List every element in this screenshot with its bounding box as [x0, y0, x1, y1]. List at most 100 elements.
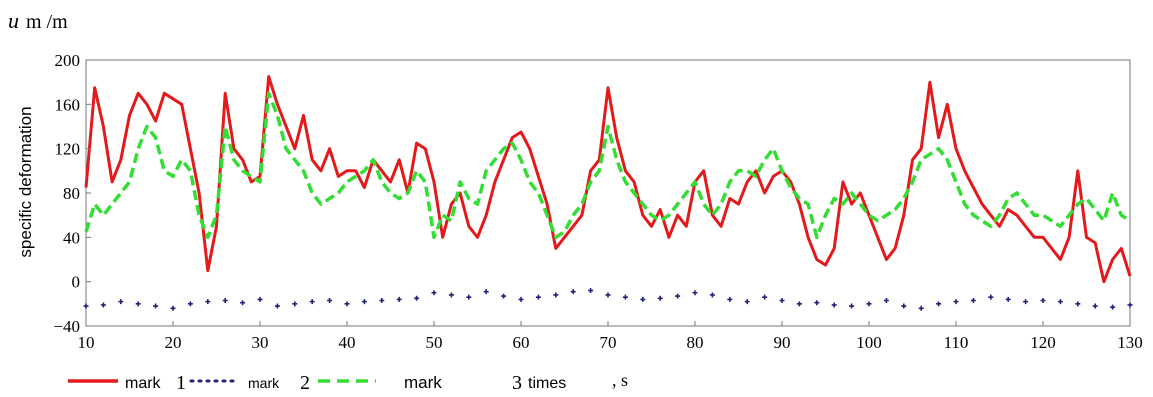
series-2 [83, 288, 1133, 311]
series-2-point [274, 303, 280, 309]
series-2-point [1040, 298, 1046, 304]
series-2-point [222, 298, 228, 304]
x-tick-label: 80 [687, 333, 704, 352]
legend-label-mark1-num: 1 [176, 372, 186, 394]
series-2-point [431, 290, 437, 296]
series-2-point [709, 292, 715, 298]
y-tick-label: −40 [53, 317, 80, 336]
series-2-point [988, 294, 994, 300]
series-2-point [762, 294, 768, 300]
series-2-point [170, 305, 176, 311]
series-2-point [1057, 299, 1063, 305]
plot-area [85, 59, 1131, 327]
legend-label-mark3-num: 3 [512, 372, 522, 394]
series-2-point [292, 301, 298, 307]
x-tick-label: 100 [856, 333, 882, 352]
series-2-point [953, 299, 959, 305]
series-2-point [1005, 296, 1011, 302]
legend-label-times: times [528, 375, 566, 392]
series-2-point [483, 289, 489, 295]
series-2-point [187, 301, 193, 307]
x-tick-label: 110 [944, 333, 969, 352]
series-2-point [1075, 301, 1081, 307]
series-2-point [379, 298, 385, 304]
series-2-point [1092, 303, 1098, 309]
series-2-point [240, 300, 246, 306]
series-1 [84, 75, 1132, 284]
legend: mark 1 mark 2 mark 3 times , s [68, 370, 628, 394]
series-2-point [100, 302, 106, 308]
series-2-point [883, 298, 889, 304]
series-2-point [796, 301, 802, 307]
series-2-point [692, 290, 698, 296]
x-tick-label: 20 [165, 333, 182, 352]
x-tick-label: 60 [513, 333, 530, 352]
series-2-point [448, 292, 454, 298]
series-2-point [535, 294, 541, 300]
legend-label-mark3-word: mark [404, 373, 442, 392]
series-2-point [605, 292, 611, 298]
series-2-point [744, 299, 750, 305]
series-2-point [153, 303, 159, 309]
series-2-point [657, 295, 663, 301]
series-2-point [849, 303, 855, 309]
legend-label-mark2-word: mark [248, 375, 280, 391]
y-unit-label: u m /m [8, 8, 68, 33]
series-2-point [675, 293, 681, 299]
series-2-point [257, 296, 263, 302]
series-2-point [831, 302, 837, 308]
y-tick-label: 160 [55, 95, 81, 114]
x-tick-label: 40 [339, 333, 356, 352]
series-2-point [361, 299, 367, 305]
x-axis-title: , s [612, 370, 628, 390]
series-2-point [118, 299, 124, 305]
series-2-point [814, 300, 820, 306]
series-layer [83, 75, 1133, 311]
series-2-point [466, 294, 472, 300]
x-tick-label: 70 [600, 333, 617, 352]
series-2-point [396, 296, 402, 302]
tick-layer: 10 20 30 40 50 60 70 80 90 100 110 120 130 −40 0 40 80 12… [53, 51, 1142, 352]
series-2-point [414, 295, 420, 301]
x-tick-label: 10 [78, 333, 95, 352]
series-2-point [622, 294, 628, 300]
unit-prefix: u [8, 8, 19, 33]
y-axis-title: specific deformation [16, 106, 35, 257]
unit-suffix: m /m [26, 11, 68, 33]
series-2-point [205, 299, 211, 305]
y-tick-label: 80 [63, 184, 80, 203]
series-2-point [901, 303, 907, 309]
y-tick-label: 200 [55, 51, 81, 70]
series-3 [84, 91, 1131, 240]
x-tick-label: 90 [774, 333, 791, 352]
x-tick-label: 30 [252, 333, 269, 352]
series-2-point [309, 299, 315, 305]
series-2-point [1023, 299, 1029, 305]
series-2-point [1110, 304, 1116, 310]
legend-label-mark2-num: 2 [300, 372, 310, 394]
series-2-point [553, 292, 559, 298]
series-2-point [570, 289, 576, 295]
series-2-point [918, 305, 924, 311]
y-tick-label: 120 [55, 140, 81, 159]
series-2-point [135, 301, 141, 307]
y-tick-label: 0 [72, 273, 81, 292]
series-2-point [501, 293, 507, 299]
series-3-line [84, 91, 1131, 240]
series-2-point [727, 296, 733, 302]
series-2-point [588, 288, 594, 294]
x-tick-label: 120 [1030, 333, 1056, 352]
series-2-point [970, 298, 976, 304]
x-tick-label: 130 [1117, 333, 1143, 352]
y-tick-label: 40 [63, 228, 80, 247]
series-2-point [327, 298, 333, 304]
series-2-point [640, 296, 646, 302]
series-2-point [518, 296, 524, 302]
series-2-point [83, 303, 89, 309]
series-2-point [344, 301, 350, 307]
series-2-point [779, 298, 785, 304]
series-1-line [84, 75, 1132, 284]
x-tick-label: 50 [426, 333, 443, 352]
series-2-point [1127, 302, 1133, 308]
